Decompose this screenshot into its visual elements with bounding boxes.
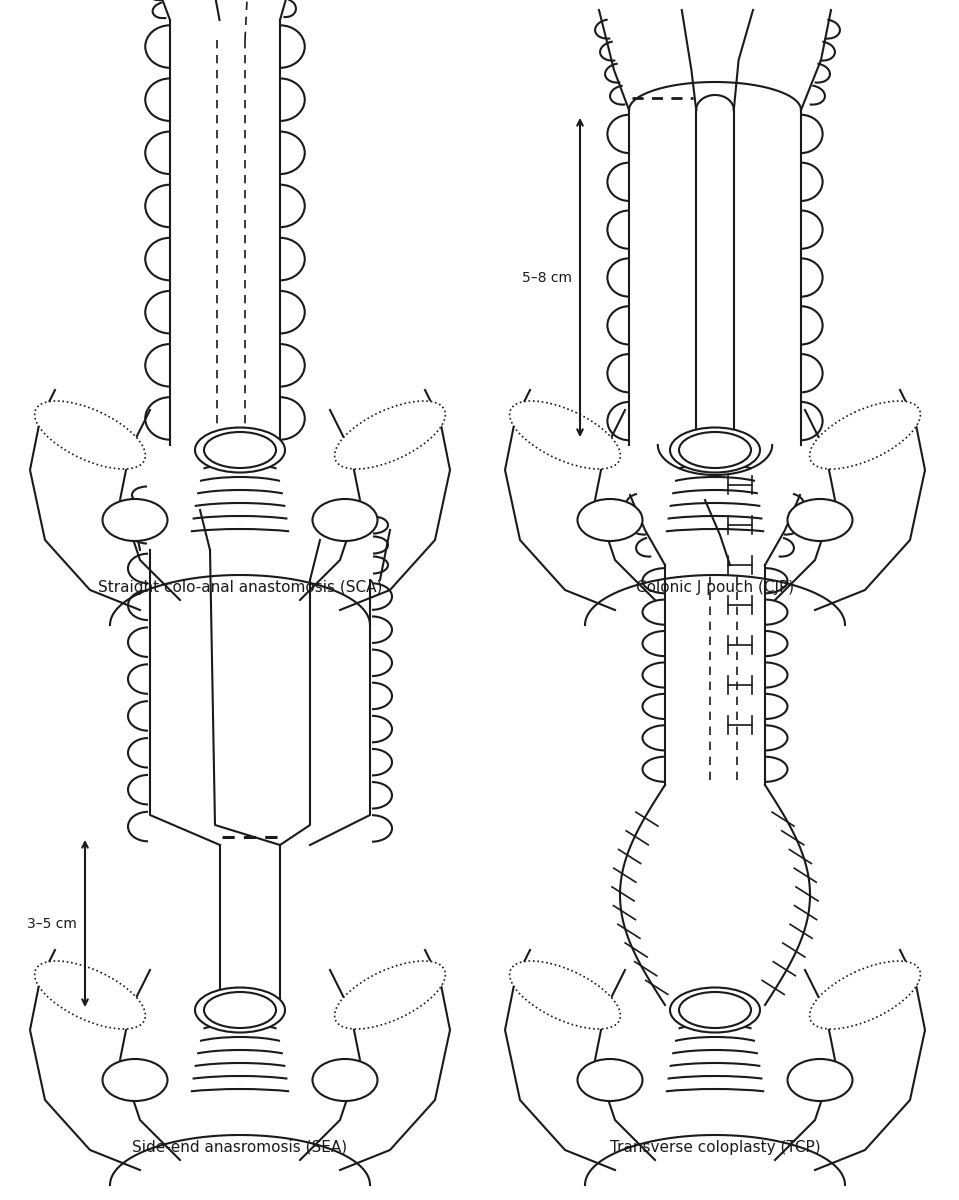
Ellipse shape [787, 1058, 853, 1102]
Text: Transverse coloplasty (TCP): Transverse coloplasty (TCP) [610, 1140, 820, 1154]
Ellipse shape [313, 499, 378, 541]
Ellipse shape [679, 992, 751, 1028]
Ellipse shape [204, 992, 276, 1028]
Ellipse shape [204, 432, 276, 468]
Ellipse shape [195, 427, 285, 473]
Ellipse shape [809, 961, 921, 1030]
Ellipse shape [335, 401, 445, 469]
Ellipse shape [509, 401, 620, 469]
Ellipse shape [809, 401, 921, 469]
Text: 5–8 cm: 5–8 cm [522, 270, 572, 284]
Text: Straight colo-anal anastomosis (SCA): Straight colo-anal anastomosis (SCA) [98, 580, 383, 595]
Ellipse shape [670, 427, 760, 473]
Ellipse shape [35, 401, 146, 469]
Ellipse shape [787, 499, 853, 541]
Ellipse shape [577, 1058, 643, 1102]
Ellipse shape [103, 1058, 168, 1102]
Ellipse shape [35, 961, 146, 1030]
Ellipse shape [509, 961, 620, 1030]
Ellipse shape [313, 1058, 378, 1102]
Ellipse shape [577, 499, 643, 541]
Ellipse shape [679, 432, 751, 468]
Text: 3–5 cm: 3–5 cm [27, 917, 77, 930]
Ellipse shape [335, 961, 445, 1030]
Ellipse shape [103, 499, 168, 541]
Text: Colonic J pouch (CJP): Colonic J pouch (CJP) [636, 580, 794, 595]
Ellipse shape [670, 988, 760, 1032]
Text: Side-end anasromosis (SEA): Side-end anasromosis (SEA) [132, 1140, 347, 1154]
Ellipse shape [195, 988, 285, 1032]
